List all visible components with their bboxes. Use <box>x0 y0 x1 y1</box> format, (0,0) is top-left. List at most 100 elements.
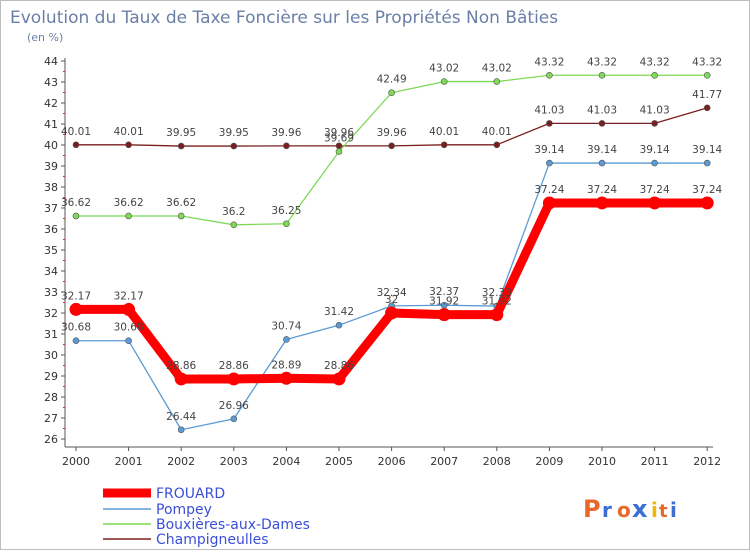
data-label: 39.14 <box>534 144 564 156</box>
data-label: 43.02 <box>482 63 512 75</box>
data-point <box>546 120 553 127</box>
data-label: 30.68 <box>114 322 144 334</box>
y-tick-label: 26 <box>44 433 58 446</box>
y-tick-label: 28 <box>44 391 58 404</box>
data-point <box>595 196 609 210</box>
x-tick-label: 2006 <box>378 455 406 468</box>
data-label: 26.44 <box>166 411 196 423</box>
x-tick-label: 2002 <box>167 455 195 468</box>
y-tick-label: 39 <box>44 160 58 173</box>
chart-title: Evolution du Taux de Taxe Foncière sur l… <box>10 8 558 28</box>
data-point <box>125 337 132 345</box>
data-point <box>283 220 290 228</box>
data-label: 32.34 <box>377 287 407 299</box>
data-point <box>174 372 188 386</box>
y-tick-label: 34 <box>44 265 58 278</box>
data-point <box>703 159 711 167</box>
data-point <box>651 159 658 167</box>
data-point <box>388 89 395 97</box>
legend-label: FROUARD <box>156 486 225 502</box>
data-point <box>493 141 501 149</box>
data-point <box>703 71 711 79</box>
x-tick-label: 2000 <box>62 455 90 468</box>
series-layer <box>69 71 714 434</box>
data-label: 43.32 <box>692 56 722 68</box>
data-label: 39.95 <box>166 127 196 139</box>
y-tick-label: 42 <box>44 97 58 110</box>
data-point <box>546 71 553 79</box>
data-point <box>283 142 290 150</box>
data-label: 37.24 <box>534 184 564 196</box>
data-label: 39.14 <box>587 144 617 156</box>
data-label: 32 <box>385 294 398 306</box>
x-tick-label: 2012 <box>693 455 721 468</box>
data-label: 39.96 <box>324 127 354 139</box>
legend-label: Bouxières-aux-Dames <box>156 517 310 533</box>
data-label: 36.62 <box>166 197 196 209</box>
data-point <box>700 196 714 210</box>
x-tick-label: 2009 <box>535 455 563 468</box>
data-point <box>227 372 241 386</box>
legend-label: Pompey <box>156 502 212 518</box>
logo-letter: P <box>583 495 601 523</box>
data-point <box>125 212 132 220</box>
x-tick-label: 2004 <box>272 455 300 468</box>
x-tick-label: 2005 <box>325 455 353 468</box>
data-label: 37.24 <box>692 184 722 196</box>
data-label: 42.49 <box>377 74 407 86</box>
data-point <box>283 336 290 343</box>
logo-letter: i <box>670 498 677 522</box>
y-tick-label: 27 <box>44 412 58 425</box>
y-tick-label: 36 <box>44 223 58 236</box>
y-tick-label: 35 <box>44 244 58 257</box>
x-tick-label: 2007 <box>430 455 458 468</box>
data-labels-layer: 32.17 32.17 28.86 28.86 28.89 28.86 32 31.92 31.… <box>61 56 723 422</box>
x-tick-label: 2011 <box>641 455 669 468</box>
y-tick-label: 44 <box>44 55 58 68</box>
data-label: 31.92 <box>429 296 459 308</box>
data-point <box>648 196 662 210</box>
data-point <box>440 78 448 85</box>
legend-label: Champigneulles <box>156 532 269 548</box>
data-point <box>230 142 238 150</box>
data-point <box>598 71 606 79</box>
logo-letter: r <box>602 498 612 522</box>
data-point <box>72 141 80 149</box>
data-label: 37.24 <box>640 184 670 196</box>
data-label: 39.14 <box>692 144 722 156</box>
data-label: 43.32 <box>534 56 564 68</box>
data-point <box>72 337 80 345</box>
legend: FROUARDPompeyBouxières-aux-DamesChampign… <box>103 486 310 548</box>
data-point <box>598 120 606 127</box>
logo-letter: o <box>617 498 631 522</box>
data-point <box>388 142 395 150</box>
data-label: 32.33 <box>482 287 512 299</box>
y-tick-label: 31 <box>44 328 58 341</box>
data-label: 40.01 <box>114 126 144 138</box>
data-label: 37.24 <box>587 184 617 196</box>
data-label: 30.68 <box>61 322 91 334</box>
y-tick-label: 38 <box>44 181 58 194</box>
y-tick-label: 40 <box>44 139 58 152</box>
data-point <box>651 120 658 127</box>
data-point <box>335 321 343 329</box>
data-point <box>546 159 553 167</box>
logo-letter: t <box>659 501 668 522</box>
data-point <box>69 302 83 316</box>
data-point <box>177 212 185 220</box>
data-label: 36.62 <box>114 197 144 209</box>
x-tick-label: 2010 <box>588 455 616 468</box>
data-point <box>335 148 343 155</box>
data-label: 43.02 <box>429 63 459 75</box>
data-label: 31.42 <box>324 306 354 318</box>
data-point <box>385 306 399 320</box>
data-point <box>72 212 80 220</box>
data-label: 39.96 <box>271 127 301 139</box>
data-point <box>177 142 185 150</box>
y-tick-label: 41 <box>44 118 58 131</box>
data-label: 36.62 <box>61 197 91 209</box>
data-point <box>230 415 238 423</box>
